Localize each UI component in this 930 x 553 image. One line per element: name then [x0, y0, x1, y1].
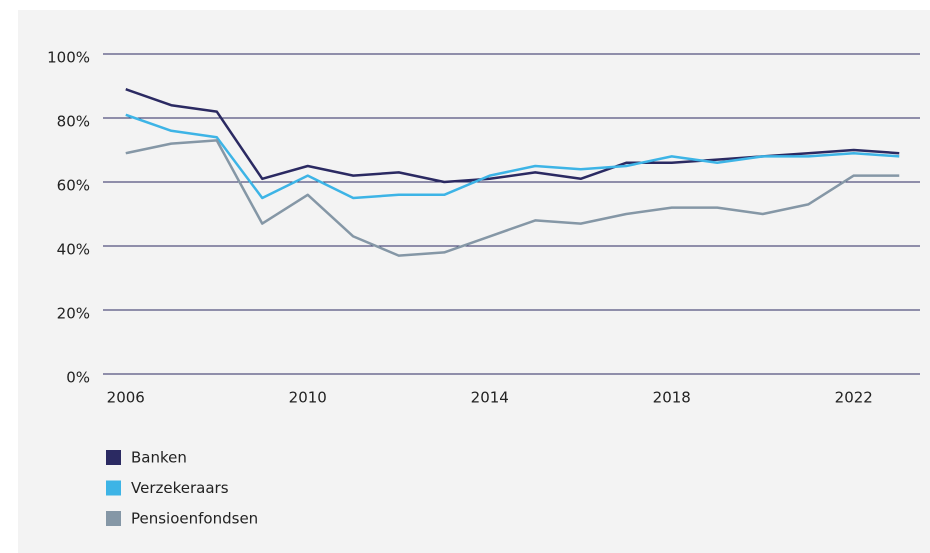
- x-tick-label: 2006: [107, 389, 145, 407]
- legend-swatch: [106, 511, 121, 526]
- x-tick-label: 2022: [835, 389, 873, 407]
- y-tick-label: 60%: [57, 177, 90, 195]
- y-tick-label: 40%: [57, 241, 90, 259]
- series-line: [125, 139, 900, 257]
- legend-swatch: [106, 450, 121, 465]
- series-line: [125, 113, 900, 200]
- y-tick-label: 80%: [57, 113, 90, 131]
- x-tick-label: 2018: [653, 389, 691, 407]
- legend-label: Verzekeraars: [131, 479, 229, 497]
- legend-swatch: [106, 480, 121, 496]
- legend-label: Banken: [131, 449, 187, 467]
- x-tick-label: 2014: [471, 389, 509, 407]
- y-tick-label: 100%: [47, 49, 90, 67]
- legend-label: Pensioenfondsen: [131, 510, 258, 528]
- y-tick-label: 0%: [66, 369, 90, 387]
- chart-panel: [18, 10, 930, 553]
- y-tick-label: 20%: [57, 305, 90, 323]
- x-tick-label: 2010: [289, 389, 327, 407]
